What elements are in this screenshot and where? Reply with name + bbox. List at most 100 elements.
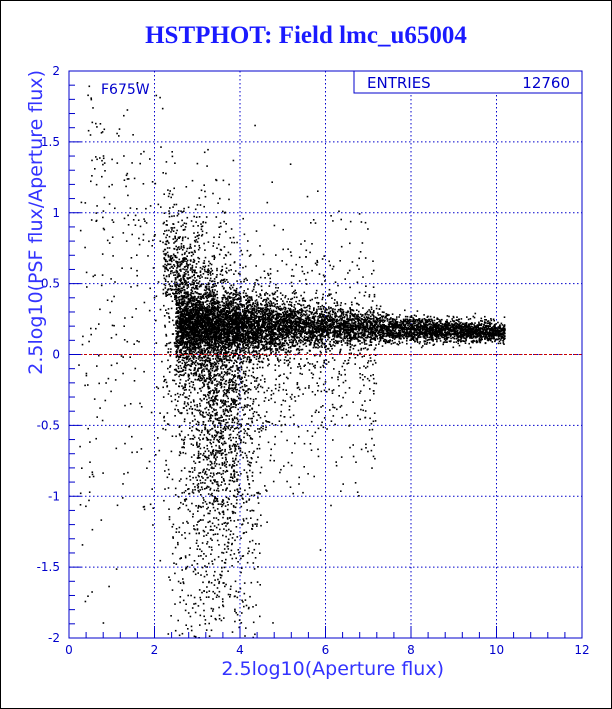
data-point — [311, 327, 314, 330]
data-point — [295, 300, 297, 303]
data-point — [361, 315, 363, 317]
data-point — [404, 325, 406, 328]
data-point — [328, 307, 330, 310]
data-point — [374, 316, 377, 318]
data-point — [219, 310, 221, 313]
data-point — [262, 300, 264, 302]
data-point — [292, 342, 294, 344]
data-point — [177, 338, 179, 341]
data-point — [317, 340, 319, 342]
data-point — [360, 333, 362, 335]
data-point — [469, 337, 471, 339]
data-point — [315, 338, 317, 340]
data-point — [242, 328, 245, 331]
data-point — [198, 280, 201, 283]
data-point — [352, 347, 355, 350]
data-point — [423, 322, 425, 325]
data-point — [292, 335, 294, 338]
data-point — [182, 295, 184, 297]
data-point — [381, 317, 384, 319]
data-point — [335, 321, 338, 324]
data-point — [282, 318, 285, 320]
data-point — [267, 319, 269, 322]
data-point — [483, 323, 485, 326]
data-point — [365, 328, 367, 331]
data-point — [409, 320, 412, 323]
data-point — [333, 335, 336, 338]
data-point — [363, 341, 366, 344]
data-point — [289, 346, 292, 349]
data-point — [185, 265, 187, 267]
data-point — [360, 321, 363, 323]
data-point — [350, 326, 352, 329]
data-point — [463, 323, 465, 326]
data-point — [448, 340, 451, 342]
data-point — [411, 320, 413, 322]
data-point — [293, 331, 296, 333]
data-point — [381, 337, 383, 339]
data-point — [175, 364, 178, 366]
data-point — [356, 338, 358, 340]
data-point — [177, 309, 180, 312]
data-point — [335, 314, 337, 317]
data-point — [372, 320, 375, 322]
data-point — [298, 349, 300, 352]
data-point — [276, 336, 279, 338]
data-point — [489, 323, 491, 326]
data-point — [376, 318, 379, 320]
data-point — [324, 336, 326, 339]
data-point — [176, 307, 178, 309]
data-point — [309, 305, 311, 308]
data-point — [222, 302, 225, 304]
data-point — [374, 329, 376, 332]
data-point — [200, 298, 202, 300]
data-point — [238, 318, 240, 320]
data-point — [326, 325, 329, 327]
data-point — [345, 326, 347, 328]
data-point — [489, 331, 491, 334]
data-point — [215, 323, 218, 326]
data-point — [355, 318, 358, 320]
data-point — [228, 293, 231, 295]
data-point — [183, 286, 185, 289]
data-point — [299, 314, 302, 316]
data-point — [175, 373, 178, 376]
data-point — [457, 319, 459, 322]
data-point — [201, 330, 203, 333]
data-point — [459, 326, 461, 329]
data-point — [440, 329, 442, 331]
data-point — [412, 317, 415, 319]
data-point — [332, 334, 334, 336]
data-point — [201, 276, 203, 278]
data-point — [334, 334, 336, 336]
data-point — [193, 288, 196, 290]
data-point — [291, 332, 293, 334]
data-point — [220, 352, 222, 355]
data-point — [233, 331, 236, 333]
data-point — [403, 333, 406, 335]
data-point — [387, 341, 389, 344]
data-point — [176, 319, 179, 322]
data-point — [481, 338, 483, 341]
data-point — [397, 324, 399, 326]
data-point — [241, 306, 243, 308]
data-point — [178, 279, 181, 281]
data-point — [419, 333, 421, 336]
data-point — [181, 287, 184, 290]
data-point — [275, 310, 278, 313]
data-point — [234, 352, 237, 354]
data-point — [422, 345, 424, 347]
data-point — [247, 305, 250, 307]
data-point — [369, 312, 372, 314]
data-point — [190, 297, 193, 300]
data-point — [449, 329, 451, 331]
data-point — [472, 315, 475, 318]
data-point — [254, 311, 257, 314]
data-point — [279, 341, 282, 343]
data-point — [401, 341, 404, 344]
data-point — [307, 315, 310, 318]
data-point — [401, 330, 403, 332]
data-point — [413, 331, 415, 334]
data-point — [461, 331, 464, 334]
data-point — [350, 324, 353, 327]
